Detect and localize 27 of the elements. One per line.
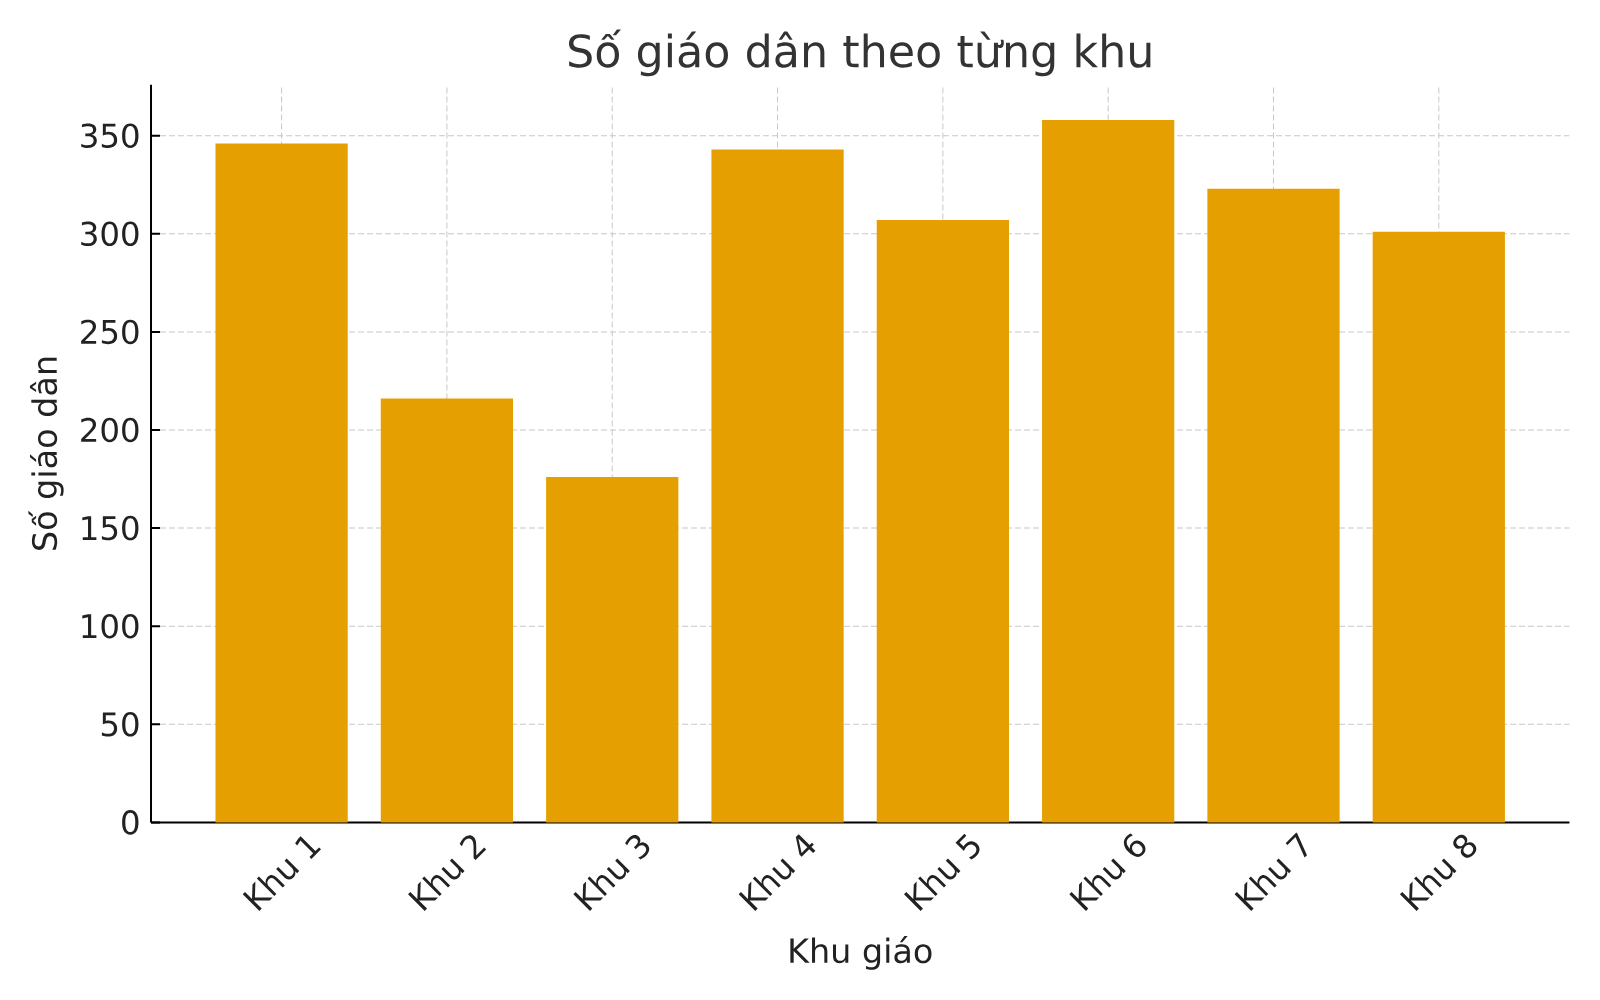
bar	[546, 477, 679, 823]
y-axis-title: Số giáo dân	[28, 357, 64, 550]
y-tick-label: 250	[81, 319, 139, 345]
x-tick-label: Khu 3	[573, 835, 650, 911]
chart-title: Số giáo dân theo từng khu	[569, 29, 1151, 77]
x-tick-label: Khu 5	[903, 833, 980, 911]
y-tick-label: 100	[82, 613, 139, 639]
x-tick-label: Khu 7	[1234, 832, 1307, 911]
x-tick-label: Khu 4	[738, 834, 816, 911]
y-tick-label: 0	[122, 810, 139, 835]
bar	[1372, 231, 1505, 823]
y-tick-label: 350	[81, 123, 139, 148]
bar	[876, 220, 1009, 823]
y-tick-label: 50	[101, 712, 139, 737]
x-axis-title: Khu giáo	[790, 936, 932, 970]
bar	[215, 143, 348, 823]
x-tick-label: Khu 1	[242, 836, 321, 911]
y-tick-label: 200	[81, 417, 139, 443]
y-tick-label: 300	[81, 221, 139, 247]
bar	[380, 398, 514, 823]
bar	[1207, 188, 1340, 823]
y-tick-label: 150	[82, 515, 139, 541]
x-tick-label: Khu 6	[1069, 833, 1146, 911]
x-tick-label: Khu 8	[1399, 834, 1477, 911]
bar	[711, 149, 844, 823]
bar	[1042, 120, 1175, 823]
x-tick-label: Khu 2	[408, 835, 487, 911]
